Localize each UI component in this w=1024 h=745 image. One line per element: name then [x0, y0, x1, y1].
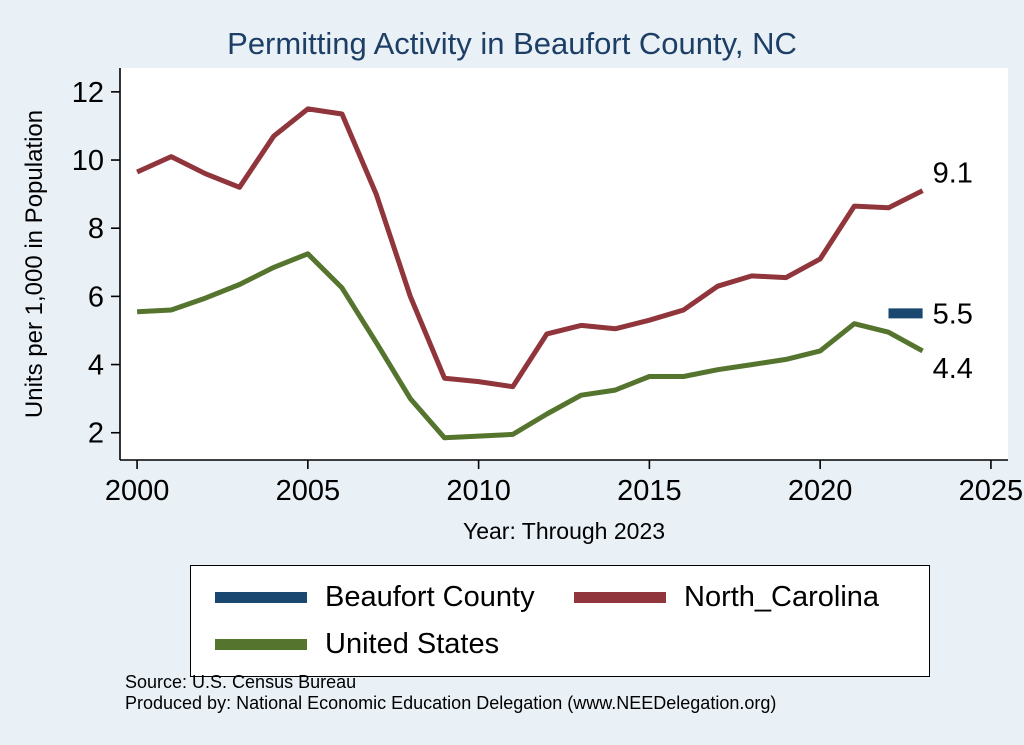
produced-by-line: Produced by: National Economic Education…	[125, 693, 777, 713]
y-tick-label: 12	[72, 77, 104, 109]
legend-label-beaufort-county: Beaufort County	[325, 581, 535, 613]
y-tick-label: 2	[88, 418, 104, 450]
legend-item-beaufort-county: Beaufort County	[201, 576, 560, 619]
end-label-beaufort-county: 5.5	[933, 298, 973, 330]
x-tick-label: 2000	[105, 475, 170, 507]
y-tick-label: 4	[88, 350, 104, 382]
y-tick-label: 8	[88, 213, 104, 245]
legend-swatch-united-states	[215, 639, 307, 650]
x-tick-label: 2005	[276, 475, 341, 507]
x-tick-label: 2025	[959, 475, 1024, 507]
legend-item-united-states: United States	[201, 623, 560, 666]
x-tick-label: 2015	[617, 475, 682, 507]
line-chart: Units per 1,000 in Population 2 4 6 8 10 12 20…	[21, 68, 1023, 507]
legend-swatch-beaufort-county	[215, 592, 307, 603]
x-tick-label: 2010	[446, 475, 511, 507]
plot-area	[120, 68, 1008, 460]
end-value-labels: 5.5 9.1 4.4	[933, 158, 973, 385]
legend-label-north-carolina: North_Carolina	[684, 581, 880, 613]
x-axis-title: Year: Through 2023	[462, 518, 666, 544]
x-tick-label: 2020	[788, 475, 853, 507]
series-line-north-carolina	[136, 106, 924, 390]
y-tick-label: 10	[72, 145, 104, 177]
legend: Beaufort County North_Carolina United St…	[190, 565, 930, 677]
end-label-united-states: 4.4	[933, 353, 973, 385]
chart-title: Permitting Activity in Beaufort County, …	[227, 26, 797, 61]
end-label-north-carolina: 9.1	[933, 158, 973, 190]
series-lines	[136, 106, 924, 441]
footer: Source: U.S. Census Bureau Produced by: …	[125, 672, 776, 714]
axes: 2 4 6 8 10 12 2000 2005 2010 2015 2020 2025	[72, 68, 1023, 507]
legend-item-north-carolina: North_Carolina	[560, 576, 919, 619]
legend-swatch-north-carolina	[574, 592, 666, 603]
y-tick-label: 6	[88, 281, 104, 313]
source-line: Source: U.S. Census Bureau	[125, 672, 357, 692]
y-axis-title: Units per 1,000 in Population	[21, 110, 48, 418]
series-line-united-states	[136, 251, 924, 441]
legend-label-united-states: United States	[325, 628, 500, 660]
